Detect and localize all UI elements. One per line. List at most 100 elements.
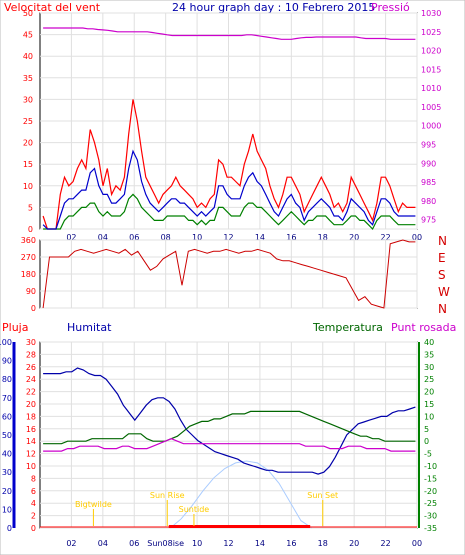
humidity-tick: 30 [2,468,12,477]
wind-direction-axis: 0 90 180 270 360 [21,236,36,313]
wind-speed-tick: 45 [23,31,33,40]
temperature-tick: -35 [424,524,437,533]
temperature-tick: 15 [424,400,434,409]
temperature-tick: -5 [424,450,432,459]
pressure-tick: 1020 [421,47,441,56]
wind-speed-tick: 15 [23,160,33,169]
rain-tick: 26 [26,363,36,372]
hour-tick: 12 [223,539,233,548]
rain-tick: 0 [31,524,36,533]
bottom-time-axis: 02 04 06 10 12 14 16 18 20 22 00 Sun08ise [66,539,422,548]
hour-tick: 10 [192,233,202,242]
temperature-tick: 40 [424,338,434,347]
hour-tick: 00 [412,539,422,548]
humidity-tick: 40 [2,450,12,459]
compass-label: W [438,285,450,299]
sun-event-label: Sun Rise [150,491,185,500]
wind-time-axis: 02 04 06 08 10 12 14 16 18 20 22 00 [66,233,422,242]
sun-event-label: Suntide [179,505,210,514]
hour-tick: 18 [318,539,328,548]
sun-event-label: Sun Set [307,491,338,500]
pressure-tick: 975 [421,216,436,225]
temperature-tick: -30 [424,512,437,521]
rain-humidity-grid [40,341,418,529]
humidity-tick: 80 [2,375,12,384]
wind-direction-series [42,239,416,309]
rain-label: Pluja [2,321,28,334]
humidity-axis: 0 10 20 30 40 50 60 70 80 90 100 [0,338,12,533]
hour-tick: 02 [66,539,76,548]
temperature-tick: 10 [424,412,434,421]
rain-tick: 28 [26,350,36,359]
hour-tick: 00 [412,233,422,242]
compass-label: S [438,268,446,282]
temperature-tick: 35 [424,350,434,359]
wind-direction-grid [40,239,418,309]
temperature-line [43,410,416,445]
humidity-tick: 90 [2,357,12,366]
rain-tick: 14 [26,437,36,446]
pressure-tick: 1030 [421,9,441,18]
rain-tick: 24 [26,375,36,384]
temperature-tick: -20 [424,487,437,496]
pressure-tick: 1010 [421,84,441,93]
temperature-axis: -35 -30 -25 -20 -15 -10 -5 0 5 10 15 20 25 30 35 40 [424,338,437,533]
pressure-tick: 1025 [421,28,441,37]
hour-tick: 16 [286,539,296,548]
wind-gust-line [42,99,416,230]
hour-tick: 12 [223,233,233,242]
humidity-tick: 0 [7,524,12,533]
sun-time-tick: Sun08ise [147,539,184,548]
temperature-tick: 0 [424,437,429,446]
direction-tick: 90 [26,287,36,296]
temperature-tick: 25 [424,375,434,384]
humidity-tick: 70 [2,394,12,403]
rain-tick: 18 [26,412,36,421]
direction-tick: 180 [21,270,36,279]
rain-humidity-series: Bigtwilde Sun Rise Suntide Sun Set [40,367,417,529]
rain-tick: 6 [31,487,36,496]
temperature-tick: -25 [424,499,437,508]
pressure-line [43,27,416,40]
hour-tick: 02 [66,233,76,242]
rain-tick: 30 [26,338,36,347]
rain-tick: 12 [26,450,36,459]
hour-tick: 22 [380,233,390,242]
temperature-tick: 5 [424,425,429,434]
wind-speed-tick: 50 [23,9,33,18]
humidity-tick: 50 [2,431,12,440]
wind-speed-tick: 0 [28,225,33,234]
rain-tick: 22 [26,388,36,397]
pressure-tick: 980 [421,197,436,206]
hour-tick: 06 [129,233,139,242]
wind-speed-title: Velocitat del vent [4,1,101,14]
compass-label: N [438,302,447,316]
wind-speed-tick: 20 [23,139,33,148]
direction-tick: 360 [21,236,36,245]
humidity-tick: 60 [2,412,12,421]
wind-speed-tick: 5 [28,203,33,212]
wind-pressure-series [42,27,416,231]
wind-pressure-grid [40,12,418,230]
wind-speed-tick: 30 [23,95,33,104]
graph-day-title: 24 hour graph day : 10 Febrero 2015 [172,1,375,14]
hour-tick: 22 [380,539,390,548]
humidity-tick: 100 [0,338,12,347]
rain-tick: 4 [31,499,36,508]
wind-direction-line [42,239,416,309]
hour-tick: 04 [98,233,108,242]
humidity-label: Humitat [67,321,112,334]
pressure-tick: 1000 [421,122,441,131]
compass-label: E [438,251,446,265]
hour-tick: 20 [349,233,359,242]
dew-point-line [43,438,416,452]
temperature-tick: 20 [424,388,434,397]
rain-tick: 8 [31,474,36,483]
hour-tick: 14 [255,233,265,242]
pressure-tick: 985 [421,178,436,187]
hour-tick: 06 [129,539,139,548]
wind-low-line [43,193,416,231]
